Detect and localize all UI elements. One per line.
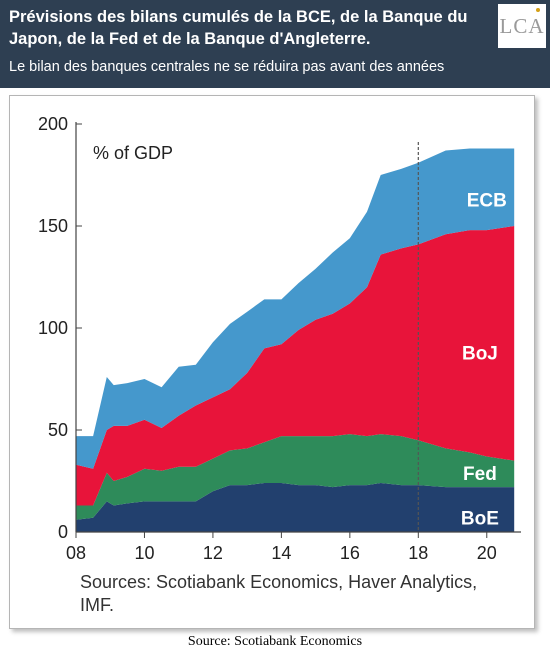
area-boj	[76, 226, 515, 506]
x-tick-label-12: 12	[203, 543, 223, 563]
logo-accent-dot	[536, 8, 540, 12]
page-title: Prévisions des bilans cumulés de la BCE,…	[9, 8, 468, 48]
x-tick-label-10: 10	[134, 543, 154, 563]
page-subtitle: Le bilan des banques centrales ne se réd…	[9, 59, 445, 75]
area-ecb	[76, 148, 515, 469]
header-bar: Prévisions des bilans cumulés de la BCE,…	[0, 0, 550, 88]
series-label-boj: BoJ	[462, 343, 498, 364]
source-note-line-1: Sources: Scotiabank Economics, Haver Ana…	[80, 572, 477, 592]
series-label-ecb: ECB	[467, 190, 507, 211]
x-tick-label-20: 20	[477, 543, 497, 563]
footer-source: Source: Scotiabank Economics	[187, 634, 363, 649]
y-tick-label-0: 0	[58, 522, 68, 542]
series-label-fed: Fed	[463, 464, 497, 485]
area-boe	[76, 483, 515, 532]
x-tick-label-08: 08	[66, 543, 86, 563]
x-tick-label-14: 14	[271, 543, 291, 563]
series-label-boe: BoE	[461, 509, 499, 530]
x-tick-label-18: 18	[408, 543, 428, 563]
y-tick-label-100: 100	[38, 318, 68, 338]
y-tick-label-50: 50	[48, 420, 68, 440]
source-note-line-2: IMF.	[80, 595, 114, 615]
area-fed	[76, 434, 515, 520]
x-tick-label-16: 16	[340, 543, 360, 563]
y-tick-label-200: 200	[38, 114, 68, 134]
unit-label: % of GDP	[93, 143, 173, 163]
y-tick-label-150: 150	[38, 216, 68, 236]
